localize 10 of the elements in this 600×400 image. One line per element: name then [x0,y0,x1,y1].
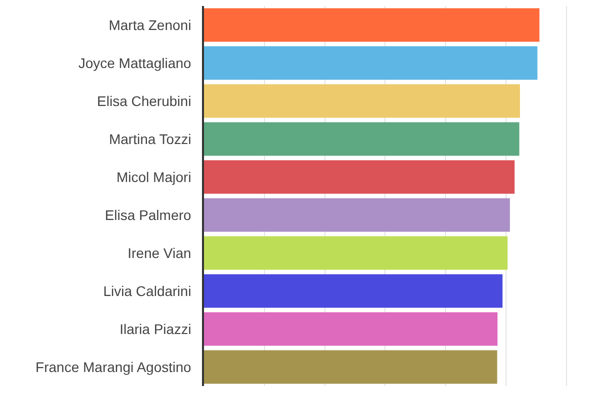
bar [204,8,540,42]
bar [204,236,508,270]
bar [204,46,538,80]
bar [204,198,510,232]
bar [204,312,498,346]
bar [204,84,520,118]
bar [204,274,503,308]
bar [204,160,515,194]
bar [204,350,498,384]
bar [204,122,520,156]
